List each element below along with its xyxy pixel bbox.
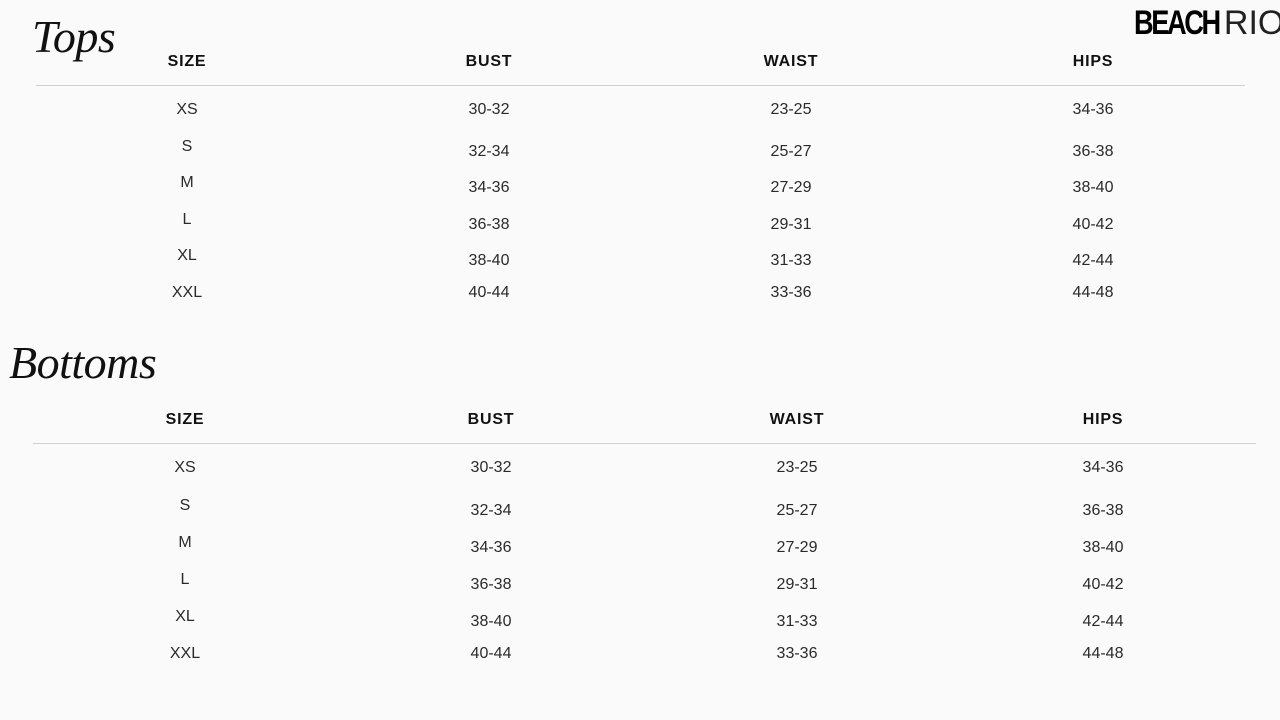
tops-cell-size: L xyxy=(182,211,192,228)
bottoms-cell-bust: 30-32 xyxy=(470,459,512,476)
bottoms-header-waist: WAIST xyxy=(769,411,825,428)
tops-header-waist: WAIST xyxy=(763,53,819,70)
bottoms-cell-hips: 38-40 xyxy=(1082,539,1124,556)
bottoms-cell-bust: 40-44 xyxy=(470,645,512,662)
bottoms-cell-bust: 38-40 xyxy=(470,613,512,630)
beach-riot-logo: BEACHRIOT xyxy=(1134,4,1280,42)
tops-header-bust: BUST xyxy=(465,53,513,70)
bottoms-cell-waist: 31-33 xyxy=(776,613,818,630)
tops-cell-hips: 44-48 xyxy=(1072,284,1114,301)
tops-cell-waist: 31-33 xyxy=(770,252,812,269)
bottoms-header-size: SIZE xyxy=(165,411,205,428)
bottoms-cell-size: L xyxy=(180,571,190,588)
tops-cell-size: XS xyxy=(176,101,198,118)
bottoms-title: Bottoms xyxy=(9,337,157,388)
tops-cell-size: M xyxy=(180,174,194,191)
bottoms-cell-waist: 29-31 xyxy=(776,576,818,593)
tops-cell-size: XXL xyxy=(171,284,203,301)
bottoms-cell-size: XS xyxy=(174,459,196,476)
tops-cell-bust: 36-38 xyxy=(468,216,510,233)
tops-cell-bust: 30-32 xyxy=(468,101,510,118)
tops-cell-waist: 33-36 xyxy=(770,284,812,301)
bottoms-cell-waist: 33-36 xyxy=(776,645,818,662)
tops-cell-hips: 36-38 xyxy=(1072,143,1114,160)
bottoms-cell-hips: 44-48 xyxy=(1082,645,1124,662)
bottoms-cell-hips: 42-44 xyxy=(1082,613,1124,630)
tops-cell-bust: 32-34 xyxy=(468,143,510,160)
tops-cell-hips: 38-40 xyxy=(1072,179,1114,196)
bottoms-header-hips: HIPS xyxy=(1082,411,1124,428)
bottoms-cell-size: S xyxy=(179,497,191,514)
bottoms-header-divider xyxy=(33,443,1256,444)
bottoms-cell-hips: 36-38 xyxy=(1082,502,1124,519)
tops-cell-hips: 34-36 xyxy=(1072,101,1114,118)
tops-title: Tops xyxy=(32,11,116,62)
bottoms-cell-hips: 40-42 xyxy=(1082,576,1124,593)
tops-cell-waist: 23-25 xyxy=(770,101,812,118)
bottoms-cell-waist: 23-25 xyxy=(776,459,818,476)
bottoms-cell-size: XL xyxy=(175,608,195,625)
bottoms-cell-hips: 34-36 xyxy=(1082,459,1124,476)
tops-cell-bust: 38-40 xyxy=(468,252,510,269)
bottoms-cell-waist: 27-29 xyxy=(776,539,818,556)
tops-cell-size: S xyxy=(181,138,193,155)
tops-cell-hips: 40-42 xyxy=(1072,216,1114,233)
tops-cell-bust: 40-44 xyxy=(468,284,510,301)
tops-cell-waist: 29-31 xyxy=(770,216,812,233)
tops-cell-hips: 42-44 xyxy=(1072,252,1114,269)
bottoms-cell-size: M xyxy=(178,534,192,551)
bottoms-cell-size: XXL xyxy=(169,645,201,662)
tops-header-hips: HIPS xyxy=(1072,53,1114,70)
tops-cell-size: XL xyxy=(177,247,197,264)
bottoms-cell-waist: 25-27 xyxy=(776,502,818,519)
tops-cell-bust: 34-36 xyxy=(468,179,510,196)
bottoms-header-bust: BUST xyxy=(467,411,515,428)
bottoms-cell-bust: 34-36 xyxy=(470,539,512,556)
tops-cell-waist: 27-29 xyxy=(770,179,812,196)
bottoms-cell-bust: 32-34 xyxy=(470,502,512,519)
tops-header-size: SIZE xyxy=(167,53,207,70)
tops-cell-waist: 25-27 xyxy=(770,143,812,160)
bottoms-cell-bust: 36-38 xyxy=(470,576,512,593)
tops-header-divider xyxy=(36,85,1245,86)
